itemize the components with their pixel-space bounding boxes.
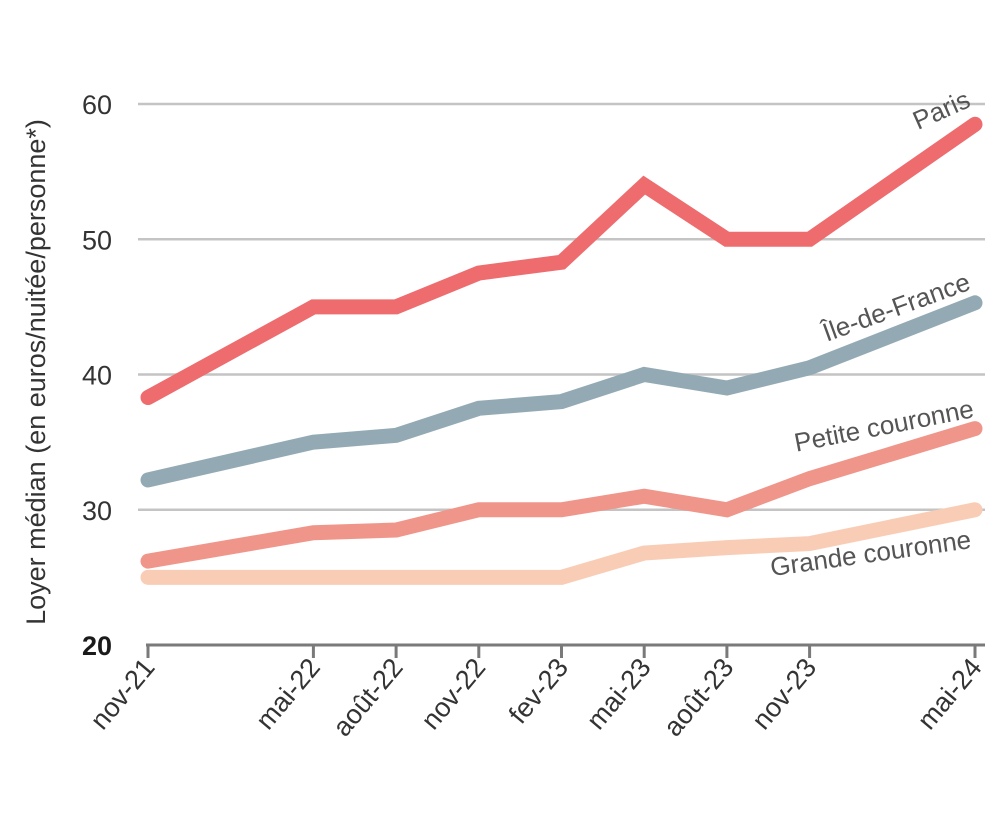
x-tick-label-8: mai-24 [912,653,988,736]
x-tick-label-6: août-23 [658,653,740,742]
x-axis [146,643,985,658]
y-tick-label-50: 50 [82,225,112,255]
y-tick-label-60: 60 [82,90,112,120]
y-axis-title: Loyer médian (en euros/nuitée/personne*) [21,119,51,625]
y-tick-label-40: 40 [82,361,112,391]
x-tick-label-4: fev-23 [503,653,574,730]
series-line-2 [140,421,983,569]
x-tick-label-1: mai-22 [250,653,326,736]
y-tick-label-20: 20 [82,631,112,661]
x-tick-label-5: mai-23 [581,653,657,736]
series-lines [140,116,983,585]
x-tick-label-7: nov-23 [746,653,822,736]
series-label-2: Petite couronne [792,393,977,457]
series-line-0 [140,116,983,405]
y-tick-label-30: 30 [82,496,112,526]
series-line-3 [140,502,983,585]
x-tick-label-0: nov-21 [85,653,161,736]
x-tick-label-2: août-22 [327,653,409,742]
labels: 20 30 40 50 60 nov-21 mai-22 août-22 nov-22 fev-2… [82,84,988,742]
x-tick-label-3: nov-22 [415,653,491,736]
series-line-1 [140,295,983,488]
